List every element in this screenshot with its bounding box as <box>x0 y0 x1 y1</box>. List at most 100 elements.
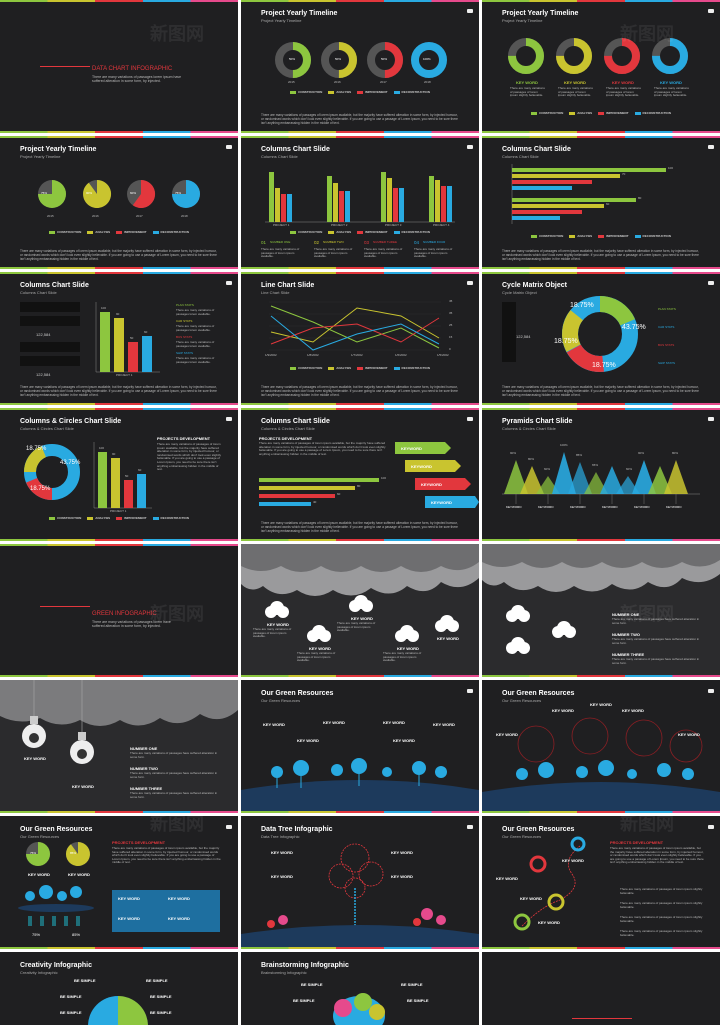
legend-label: RECONSTRUCTION <box>160 230 189 234</box>
slide-line-chart[interactable]: Line Chart Slide Line Chart Slide 1/9/20… <box>241 272 479 405</box>
slide-number-badge <box>467 689 473 693</box>
slide-cover-green-infographic[interactable]: GREEN INFOGRAPHIC There are many variati… <box>0 544 238 677</box>
stat-text: There are many variations of passages lo… <box>176 340 215 348</box>
line-chart <box>269 301 441 351</box>
stat-label: PLAN STATS <box>176 303 194 307</box>
keyword-label: KEY WORD <box>678 732 700 737</box>
number-text: There are many variations of passages ha… <box>612 657 700 665</box>
slide-title: Columns Chart Slide <box>20 282 89 289</box>
number-text: There are many variations of passages ha… <box>130 751 218 759</box>
keyword-label: KEY WORD <box>433 722 455 727</box>
percent-value: 85% <box>72 932 81 937</box>
keyword-label: KEY WORD <box>297 738 319 743</box>
slide-creativity[interactable]: Creativity Infographic Creativity Infogr… <box>0 952 238 1025</box>
slide-brainstorming[interactable]: Brainstorming Infographic Brainstorming … <box>241 952 479 1025</box>
slide-title: Line Chart Slide <box>261 282 315 289</box>
slide-lightbulbs[interactable]: KEY WORD KEY WORD NUMBER ONE There are m… <box>0 680 238 813</box>
legend-label: CONSTRUCTION <box>57 516 82 520</box>
number-heading: NUMBER THREE <box>612 652 645 657</box>
stat-label: PLAN STATS <box>658 307 676 311</box>
chart-legend: CONSTRUCTION ANALYSIS IMPROVEMENT RECONS… <box>0 516 238 520</box>
group-4 <box>429 176 452 222</box>
slide-cover-data-chart[interactable]: DATA CHART INFOGRAPHIC There are many va… <box>0 0 238 133</box>
legend-label: IMPROVEMENT <box>124 516 147 520</box>
keyword-label: KEY WORD <box>309 646 331 651</box>
map-pins <box>513 836 586 931</box>
slide-project-yearly-timeline-1[interactable]: Project Yearly Timeline Project Yearly T… <box>241 0 479 133</box>
color-stripe <box>241 136 479 138</box>
keyword-label: KEY WORD <box>496 732 518 737</box>
slide-cloud-numbers[interactable]: NUMBER ONE There are many variations of … <box>482 544 720 677</box>
slide-data-tree[interactable]: Data Tree Infographic Data Tree Infograp… <box>241 816 479 949</box>
slide-title: Pyramids Chart Slide <box>502 418 573 425</box>
stat-text: There are many variations of passages lo… <box>176 308 215 316</box>
section-text: There are many variations of passages of… <box>259 441 386 456</box>
keyword-label: BE SIMPLE <box>301 982 323 987</box>
box-keyword: KEY WORD <box>168 896 190 901</box>
slide-title: Project Yearly Timeline <box>20 146 97 153</box>
group-1 <box>269 172 292 222</box>
color-stripe <box>482 272 720 274</box>
segment-value: 18.75% <box>554 338 578 345</box>
slide-cloud-keywords[interactable]: KEY WORD KEY WORD KEY WORD KEY WORD KEY … <box>241 544 479 677</box>
keyword-label: KEY WORD <box>437 636 459 641</box>
bar-value: 50 <box>130 336 134 340</box>
slide-columns-keywords[interactable]: Columns Chart Slide Columns & Circles Ch… <box>241 408 479 541</box>
slide-columns-chart-1[interactable]: Columns Chart Slide Columns Chart Slide … <box>241 136 479 269</box>
pie-value: 75% <box>30 851 37 855</box>
color-stripe <box>0 675 238 677</box>
bar-value: 90 <box>116 312 120 316</box>
slide-green-resources-trees[interactable]: Our Green Resources Our Green Resources … <box>241 680 479 813</box>
legend-label: IMPROVEMENT <box>606 111 629 115</box>
slide-project-yearly-timeline-3[interactable]: Project Yearly Timeline Project Yearly T… <box>0 136 238 269</box>
slide-green-resources-pies[interactable]: Our Green Resources Our Green Resources … <box>0 816 238 949</box>
color-stripe <box>482 131 720 133</box>
title-rule <box>40 606 90 607</box>
slide-green-resources-circles[interactable]: Our Green Resources Our Green Resources … <box>482 680 720 813</box>
slide-project-yearly-timeline-2[interactable]: Project Yearly Timeline Project Yearly T… <box>482 0 720 133</box>
color-stripe <box>241 403 479 405</box>
tree-illustration <box>241 843 479 949</box>
pie-value: 85% <box>70 851 77 855</box>
legend-label: ANALYSIS <box>577 111 593 115</box>
donut-value: 50% <box>289 57 296 61</box>
keyword-text: There are many variations of passages of… <box>606 86 641 98</box>
slide-subtitle: Columns Chart Slide <box>20 290 57 295</box>
segment-value: 18.75% <box>26 446 47 452</box>
slide-title: Our Green Resources <box>20 826 93 833</box>
keyword-label: BE SIMPLE <box>150 1010 172 1015</box>
bars-and-arrows <box>259 442 479 508</box>
slide-number-badge <box>708 417 714 421</box>
chart-legend: CONSTRUCTION ANALYSIS IMPROVEMENT RECONS… <box>0 230 238 234</box>
slide-columns-circles[interactable]: Columns & Circles Chart Slide Columns & … <box>0 408 238 541</box>
keyword-label: KEY WORD <box>28 872 50 877</box>
y-tick-label: 15 <box>449 335 453 339</box>
segment-value: 18.75% <box>592 362 616 369</box>
keyword-label: KEY WORD <box>271 874 293 879</box>
slide-columns-chart-3[interactable]: Columns Chart Slide Columns Chart Slide … <box>0 272 238 405</box>
slide-subtitle: Project Yearly Timeline <box>20 154 61 159</box>
arrow-keyword: KEYWORD <box>411 464 432 469</box>
keyword-label: KEY WORD <box>516 80 538 85</box>
slide-cycle-matrix[interactable]: Cycle Matrix Object Cycle Matrix Object … <box>482 272 720 405</box>
bar-value: 60 <box>337 492 341 496</box>
body-paragraph: There are many variations of passages of… <box>20 249 217 261</box>
pies-and-trees <box>18 842 220 932</box>
body-paragraph: There are many variations of passages of… <box>502 385 699 397</box>
legend-label: ANALYSIS <box>577 234 593 238</box>
year-label: 2018 <box>424 80 431 84</box>
slide-closing[interactable] <box>482 952 720 1025</box>
slide-pyramids-chart[interactable]: Pyramids Chart Slide Columns & Circles C… <box>482 408 720 541</box>
legend-label: RECONSTRUCTION <box>401 90 430 94</box>
watermark-text: 新图网 <box>150 814 204 834</box>
slide-columns-chart-2[interactable]: Columns Chart Slide Columns Chart Slide … <box>482 136 720 269</box>
color-stripe <box>0 544 238 546</box>
slide-green-resources-pins[interactable]: Our Green Resources Our Green Resources … <box>482 816 720 949</box>
slide-title: Brainstorming Infographic <box>261 962 349 969</box>
legend-label: IMPROVEMENT <box>124 230 147 234</box>
slide-number-badge <box>226 281 232 285</box>
section-text: There are many variations of passages of… <box>157 442 221 472</box>
section-text: There are many variations of passages of… <box>620 929 703 937</box>
legend-label: ANALYSIS <box>336 230 352 234</box>
slide-title: Creativity Infographic <box>20 962 92 969</box>
